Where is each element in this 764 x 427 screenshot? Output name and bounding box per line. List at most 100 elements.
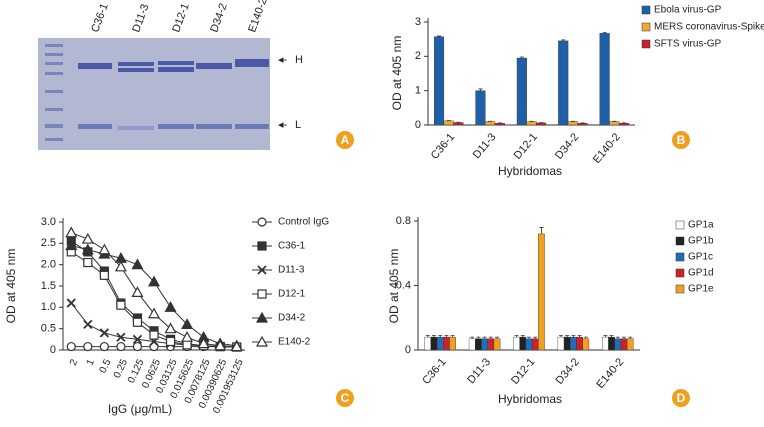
- bar: [620, 338, 628, 351]
- legend-label: GP1d: [688, 268, 714, 279]
- bar: [609, 121, 620, 126]
- legend-label: C36-1: [278, 241, 306, 252]
- legend-label: MERS coronavirus-Spike: [654, 22, 764, 33]
- y-tick-label: 3.0: [41, 216, 56, 228]
- bands: [78, 59, 269, 130]
- bar: [582, 338, 590, 351]
- legend-label: GP1c: [688, 252, 713, 263]
- ladder: [45, 44, 63, 141]
- legend-label: Ebola virus-GP: [654, 5, 722, 16]
- gel: [38, 38, 270, 150]
- legend-label: Control IgG: [278, 217, 329, 228]
- error-bar: [519, 56, 524, 59]
- y-tick-label: 1.5: [41, 280, 56, 292]
- error-bar: [539, 227, 544, 234]
- bar: [493, 338, 501, 351]
- legend-swatch: [675, 284, 685, 294]
- marker: [99, 328, 110, 338]
- bar: [436, 336, 444, 351]
- x-tick-label: C36-1: [429, 131, 457, 162]
- error-bar: [438, 335, 443, 338]
- lane-label: C36-1: [89, 2, 111, 34]
- bar: [602, 336, 609, 351]
- x-tick-label: D12-1: [509, 356, 537, 387]
- x-tick-label: 0.5: [98, 357, 114, 375]
- legend-label: D34-2: [278, 313, 306, 324]
- panel-label: C: [341, 391, 350, 405]
- x-tick-label: C36-1: [420, 356, 448, 387]
- error-bar: [565, 335, 570, 338]
- marker: [116, 332, 126, 342]
- marker: [81, 232, 94, 244]
- error-bar: [488, 336, 493, 339]
- error-bar: [437, 35, 442, 37]
- marker: [99, 270, 109, 280]
- marker: [131, 258, 144, 270]
- error-bar: [470, 336, 475, 339]
- bar: [481, 338, 488, 351]
- y-tick-label: 0: [405, 344, 411, 356]
- marker: [181, 318, 194, 329]
- bar: [626, 338, 634, 351]
- error-bar: [431, 335, 436, 338]
- legend-swatch: [675, 252, 685, 262]
- error-bar: [628, 336, 633, 339]
- lane-label: D12-1: [170, 2, 192, 34]
- legend-label: D11-3: [278, 265, 305, 276]
- x-axis-title: IgG (μg/mL): [108, 402, 172, 416]
- y-axis-title: OD at 405 nm: [4, 249, 18, 324]
- panel-badge: [672, 389, 690, 407]
- x-tick-label: 1: [85, 357, 98, 367]
- error-bar: [561, 39, 566, 41]
- marker: [132, 341, 143, 352]
- bar: [449, 336, 456, 351]
- bar: [430, 336, 438, 351]
- bar: [570, 336, 577, 351]
- marker: [197, 337, 210, 349]
- panel-badge: [336, 131, 354, 149]
- error-bar: [425, 335, 430, 338]
- marker: [114, 260, 127, 272]
- y-tick-label: 1: [415, 85, 421, 97]
- error-bar: [527, 336, 531, 339]
- bar: [538, 233, 545, 351]
- error-bar: [478, 88, 483, 91]
- marker: [165, 336, 176, 347]
- bar: [443, 120, 454, 126]
- x-axis-title: Hybridomas: [498, 392, 562, 406]
- lane-label: D34-2: [208, 2, 230, 34]
- bar: [558, 40, 569, 126]
- error-bar: [571, 335, 576, 338]
- legend-swatch: [641, 22, 651, 32]
- x-axis-title: Hybridomas: [498, 164, 562, 178]
- error-bar: [583, 336, 588, 339]
- light-chain-label: L: [295, 119, 301, 131]
- marker: [83, 319, 93, 330]
- marker: [65, 239, 78, 251]
- legend-swatch: [675, 268, 685, 278]
- error-bar: [450, 335, 455, 338]
- bar: [519, 336, 527, 351]
- error-bar: [615, 336, 620, 339]
- legend-label: GP1b: [688, 236, 714, 247]
- marker: [230, 340, 243, 352]
- bar: [618, 123, 629, 126]
- panel-badge: [336, 389, 354, 407]
- heavy-chain-label: H: [295, 54, 303, 66]
- marker: [116, 341, 126, 352]
- y-tick-label: 0.5: [41, 323, 56, 335]
- error-bar: [482, 336, 487, 339]
- legend-label: D12-1: [278, 289, 306, 300]
- y-tick-label: 2: [415, 50, 421, 62]
- y-tick-label: 0.4: [396, 279, 411, 291]
- bar: [577, 123, 588, 126]
- legend-swatch: [675, 220, 685, 230]
- legend-label: GP1a: [688, 220, 714, 231]
- bar: [443, 336, 450, 351]
- marker: [132, 317, 143, 327]
- bar: [494, 123, 505, 126]
- error-bar: [495, 336, 500, 339]
- panel-label: D: [677, 391, 686, 405]
- error-bar: [514, 335, 519, 338]
